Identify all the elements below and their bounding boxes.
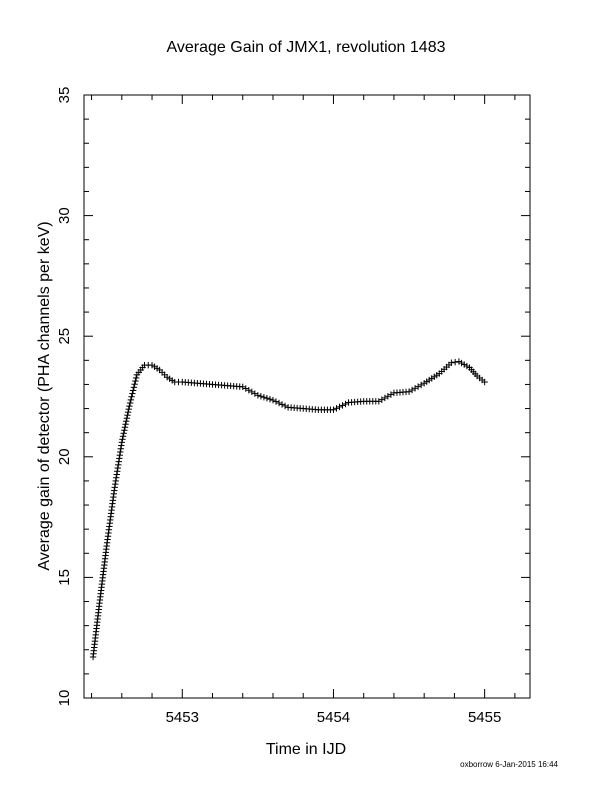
data-point bbox=[113, 471, 120, 478]
x-tick-label: 5455 bbox=[468, 709, 501, 726]
data-point bbox=[448, 359, 455, 366]
data-point bbox=[458, 359, 465, 367]
data-point bbox=[125, 405, 132, 413]
data-point bbox=[124, 408, 132, 416]
data-point bbox=[408, 386, 416, 394]
y-axis-label: Average gain of detector (PHA channels p… bbox=[36, 221, 53, 570]
y-tick-label: 10 bbox=[56, 690, 73, 707]
x-axis-label: Time in IJD bbox=[266, 741, 346, 758]
data-point bbox=[127, 396, 135, 404]
y-tick-label: 15 bbox=[56, 569, 73, 586]
data-point bbox=[114, 468, 121, 475]
data-point bbox=[119, 433, 127, 440]
data-point bbox=[118, 442, 125, 449]
data-point bbox=[113, 474, 120, 481]
data-point bbox=[117, 448, 124, 456]
data-point bbox=[405, 388, 413, 395]
data-point bbox=[248, 388, 256, 396]
data-point bbox=[411, 385, 419, 392]
data-point bbox=[257, 393, 265, 400]
data-point bbox=[239, 383, 246, 391]
data-point bbox=[129, 390, 136, 397]
data-point bbox=[342, 400, 349, 408]
data-point bbox=[375, 398, 383, 405]
data-point bbox=[455, 358, 463, 365]
data-point bbox=[126, 402, 133, 410]
data-point bbox=[260, 394, 268, 401]
data-point bbox=[245, 387, 252, 394]
data-point bbox=[115, 458, 122, 465]
y-tick-label: 30 bbox=[56, 207, 73, 224]
data-point bbox=[111, 487, 118, 494]
data-point bbox=[128, 393, 135, 400]
data-point bbox=[120, 430, 127, 437]
data-point bbox=[451, 358, 459, 366]
data-point bbox=[378, 396, 386, 403]
x-tick-label: 5453 bbox=[166, 709, 199, 726]
data-point bbox=[481, 378, 488, 386]
data-point bbox=[242, 385, 249, 392]
data-point bbox=[123, 415, 131, 422]
data-point bbox=[254, 392, 262, 399]
data-point bbox=[275, 399, 283, 407]
data-point bbox=[281, 402, 289, 410]
data-point bbox=[121, 427, 128, 434]
data-point bbox=[115, 461, 122, 469]
data-point bbox=[111, 484, 118, 491]
x-tick-label: 5454 bbox=[317, 709, 350, 726]
y-tick-label: 20 bbox=[56, 448, 73, 465]
data-point bbox=[114, 464, 121, 472]
data-point bbox=[123, 418, 130, 425]
footer-timestamp: oxborrow 6-Jan-2015 16:44 bbox=[460, 760, 558, 769]
data-point bbox=[339, 402, 346, 409]
chart-title: Average Gain of JMX1, revolution 1483 bbox=[167, 39, 446, 56]
data-point bbox=[336, 403, 343, 411]
data-point bbox=[112, 477, 119, 485]
data-point bbox=[132, 374, 140, 382]
data-point bbox=[266, 395, 274, 403]
axis-ticks: 10 15 20 25 30 35 5453 5454 5455 bbox=[56, 87, 530, 726]
data-point bbox=[269, 396, 277, 404]
data-point bbox=[129, 387, 137, 394]
data-point bbox=[387, 391, 395, 398]
data-point bbox=[278, 401, 286, 408]
data-point bbox=[126, 399, 134, 407]
data-point bbox=[263, 394, 271, 402]
data-point bbox=[130, 384, 138, 391]
data-point bbox=[461, 361, 468, 368]
data-point bbox=[117, 445, 124, 452]
plot-frame bbox=[83, 94, 531, 699]
data-point bbox=[131, 380, 138, 388]
data-point bbox=[112, 480, 119, 488]
data-point bbox=[384, 393, 392, 400]
y-tick-label: 25 bbox=[56, 328, 73, 345]
data-point bbox=[121, 424, 129, 431]
data-point bbox=[272, 398, 280, 405]
data-point bbox=[330, 406, 337, 413]
data-point bbox=[417, 381, 425, 389]
data-point bbox=[124, 411, 131, 419]
data-point bbox=[463, 362, 471, 370]
data-point bbox=[116, 455, 123, 462]
data-point bbox=[414, 383, 422, 390]
data-points bbox=[89, 358, 488, 661]
data-point bbox=[381, 394, 389, 402]
data-point bbox=[333, 405, 340, 412]
data-point bbox=[116, 451, 123, 459]
data-point bbox=[251, 390, 259, 397]
y-tick-label: 35 bbox=[56, 87, 73, 104]
data-point bbox=[119, 436, 126, 443]
data-point bbox=[118, 439, 125, 446]
data-point bbox=[132, 377, 139, 385]
data-point bbox=[122, 421, 129, 428]
